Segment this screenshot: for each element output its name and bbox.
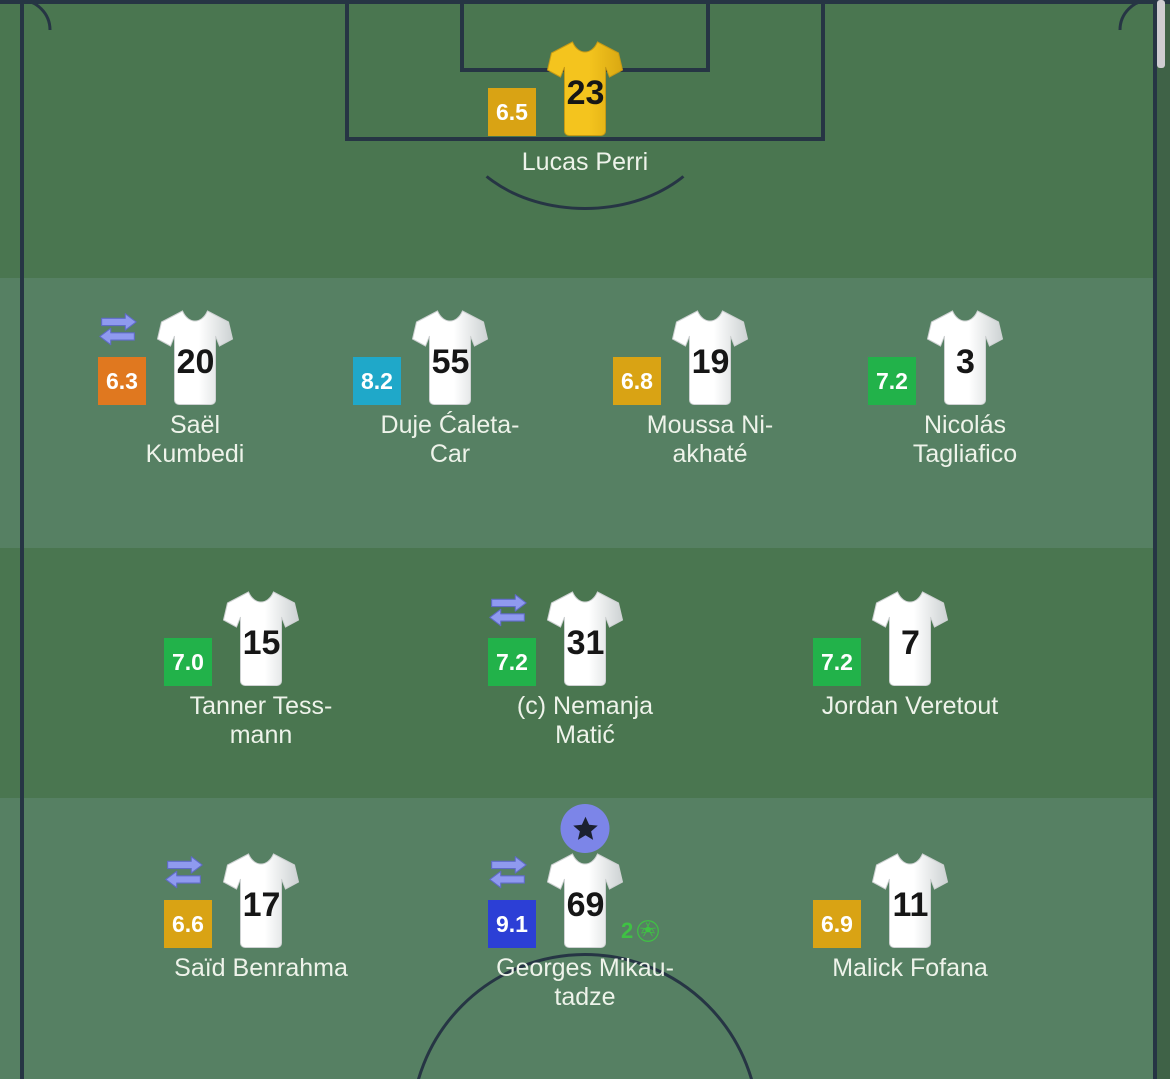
svg-text:55: 55 — [432, 343, 470, 381]
svg-text:20: 20 — [177, 343, 215, 381]
svg-text:17: 17 — [243, 886, 281, 924]
svg-text:3: 3 — [956, 343, 975, 381]
svg-text:23: 23 — [567, 74, 605, 112]
svg-text:19: 19 — [692, 343, 730, 381]
svg-text:11: 11 — [893, 886, 929, 924]
svg-text:31: 31 — [567, 624, 605, 662]
svg-text:7: 7 — [901, 624, 920, 662]
svg-text:15: 15 — [243, 624, 281, 662]
svg-text:69: 69 — [567, 886, 605, 924]
